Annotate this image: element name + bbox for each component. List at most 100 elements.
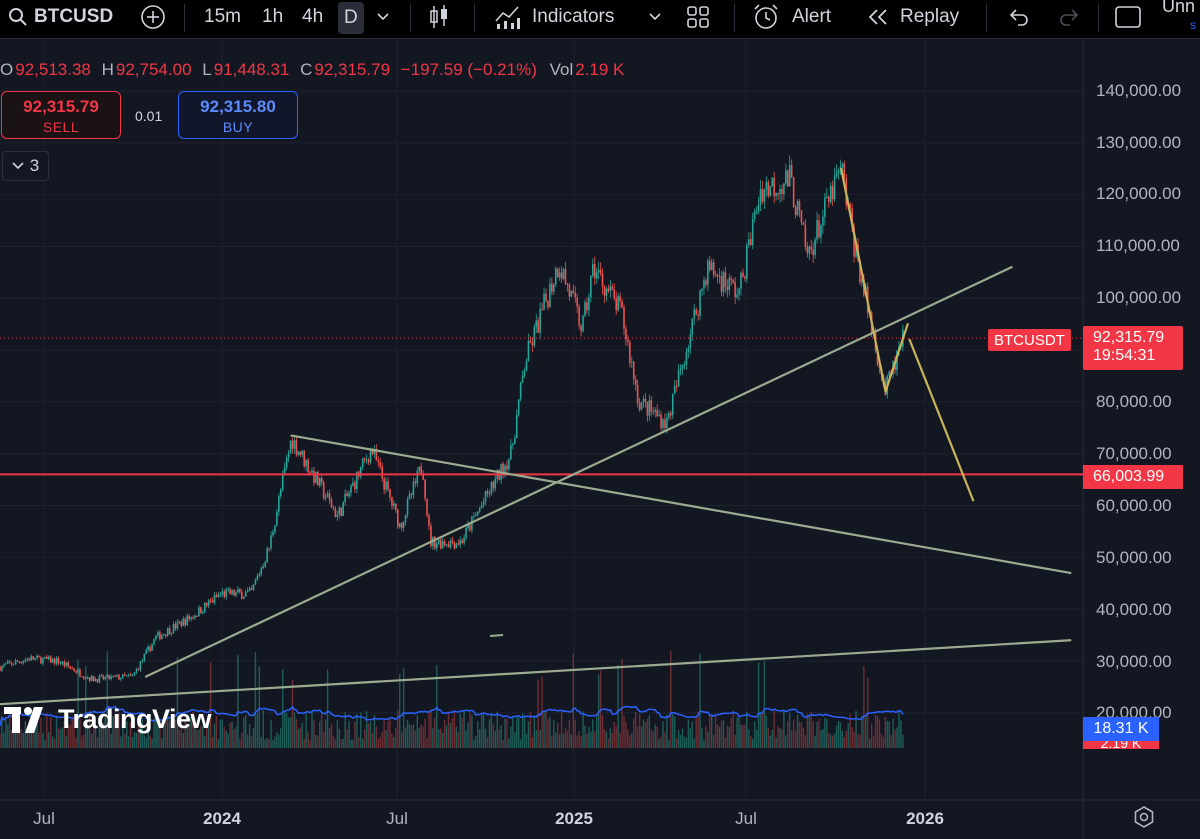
candle-body <box>724 272 727 288</box>
volume-bar <box>139 724 142 748</box>
alarm-clock-icon <box>754 4 778 29</box>
candle-body <box>151 643 153 651</box>
candle-body <box>346 493 348 497</box>
chart-settings-button[interactable] <box>1132 805 1156 834</box>
interval-15m[interactable]: 15m <box>204 0 241 34</box>
interval-1h[interactable]: 1h <box>262 0 283 34</box>
candle-body <box>14 660 17 665</box>
candle-body <box>22 661 25 664</box>
fullscreen-button[interactable] <box>1114 0 1142 34</box>
volume-bar <box>352 739 354 748</box>
sell-button[interactable]: 92,315.79 SELL <box>1 91 121 139</box>
price-axis-label: 80,000.00 <box>1096 392 1172 411</box>
volume-bar <box>297 728 300 748</box>
indicators-dropdown[interactable] <box>648 0 662 34</box>
candle-body <box>689 334 692 349</box>
compare-button[interactable] <box>140 0 166 34</box>
volume-bar <box>625 721 627 748</box>
volume-bar <box>479 728 481 748</box>
redo-button[interactable] <box>1058 0 1082 34</box>
volume-bar <box>14 731 17 748</box>
volume-bar <box>769 735 771 748</box>
candle-body <box>646 401 649 416</box>
account-name[interactable]: Unn <box>1162 0 1196 16</box>
candle-body <box>687 348 690 352</box>
candle-body <box>143 653 146 661</box>
symbol-search[interactable]: BTCUSD <box>8 0 113 34</box>
interval-d[interactable]: D <box>338 2 364 34</box>
candle-body <box>365 459 368 461</box>
volume-bar <box>461 717 463 748</box>
volume-bar <box>424 719 426 748</box>
volume-bar <box>202 726 204 748</box>
volume-bar <box>672 714 674 748</box>
candle-body <box>568 284 571 297</box>
volume-bar <box>662 721 664 748</box>
volume-bar <box>740 724 742 748</box>
candle-body <box>225 589 227 597</box>
interval-4h[interactable]: 4h <box>302 0 323 34</box>
volume-bar <box>317 735 319 748</box>
volume-bar <box>781 729 783 748</box>
candle-body <box>88 677 91 681</box>
candle-body <box>787 170 789 187</box>
volume-bar <box>217 739 220 748</box>
trendline-drawings <box>0 167 1072 706</box>
toolbar-divider <box>410 4 411 32</box>
candle-body <box>670 413 672 416</box>
toolbar-divider <box>1098 4 1099 32</box>
candle-body <box>679 368 682 371</box>
indicators-button[interactable]: Indicators <box>494 0 614 34</box>
candle-body <box>597 269 600 273</box>
volume-bar <box>884 716 886 748</box>
candle-body <box>133 672 136 676</box>
candle-body <box>223 591 226 597</box>
volume-bar <box>837 720 840 748</box>
candle-body <box>578 306 580 326</box>
volume-bar <box>828 732 830 748</box>
candle-body <box>712 262 715 276</box>
symbol-price-tag: BTCUSDT <box>988 329 1071 351</box>
volume-bar <box>336 719 339 748</box>
volume-bar <box>596 716 598 748</box>
volume-bar <box>344 711 346 748</box>
volume-bar <box>79 718 81 748</box>
candle-body <box>478 507 481 512</box>
candle-body <box>804 224 807 247</box>
volume-bar <box>291 679 294 748</box>
volume-bar <box>282 669 284 748</box>
alert-button[interactable]: Alert <box>752 0 831 34</box>
candle-body <box>239 589 241 592</box>
candle-body <box>373 449 376 455</box>
candle-body <box>726 287 729 291</box>
layouts-button[interactable] <box>686 0 710 34</box>
chart-type-button[interactable] <box>428 0 450 34</box>
level-price-tag: 66,003.99 <box>1083 465 1183 489</box>
candles-icon <box>430 5 447 28</box>
volume-bar <box>646 718 649 748</box>
buy-button[interactable]: 92,315.80 BUY <box>178 91 298 139</box>
volume-bar <box>785 735 787 748</box>
interval-dropdown[interactable] <box>376 0 390 34</box>
volume-bar <box>53 738 56 748</box>
candle-body <box>67 662 70 667</box>
candle-body <box>556 268 559 278</box>
volume-tag: 2.19 K <box>1083 741 1159 749</box>
candle-body <box>773 177 775 196</box>
candle-body <box>625 328 627 340</box>
candle-body <box>258 574 261 576</box>
candle-body <box>818 220 820 238</box>
tradingview-logo-icon <box>4 706 43 733</box>
volume-bar <box>451 718 454 748</box>
undo-button[interactable] <box>1006 0 1030 34</box>
candle-body <box>250 588 253 590</box>
interval-label: 15m <box>204 6 241 27</box>
rewind-icon <box>868 9 887 25</box>
candle-body <box>379 462 382 467</box>
indicators-collapse-toggle[interactable]: 3 <box>2 151 49 181</box>
candle-body <box>34 657 36 660</box>
volume-bar <box>459 713 461 748</box>
volume-bar <box>523 716 526 748</box>
replay-button[interactable]: Replay <box>866 0 959 34</box>
